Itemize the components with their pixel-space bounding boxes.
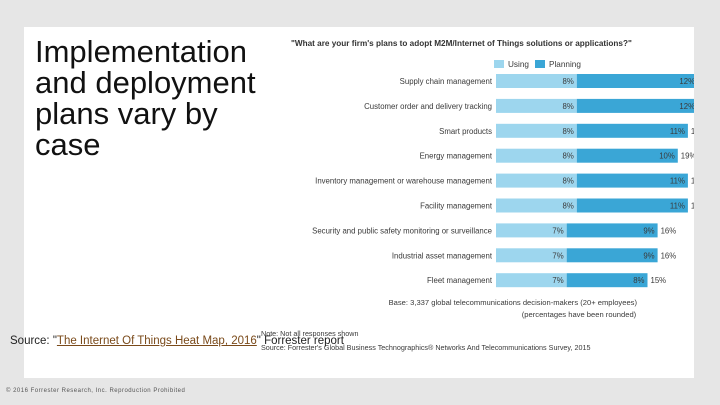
data-label-using: 7% [552, 226, 563, 235]
data-label-planning: 8% [633, 276, 644, 285]
slide: Implementation and deployment plans vary… [24, 27, 694, 378]
data-label-total: 15% [651, 276, 667, 285]
data-label-total: 19% [691, 127, 694, 136]
bar-planning [566, 223, 658, 238]
category-label: Fleet management [427, 276, 493, 285]
data-label-using: 8% [563, 127, 574, 136]
data-label-planning: 11% [670, 127, 685, 136]
category-label: Facility management [420, 202, 493, 211]
legend-planning-swatch [535, 60, 545, 68]
bar-using [496, 74, 577, 88]
bar-planning [576, 173, 688, 188]
bar-planning [576, 98, 694, 113]
base-note-line1: Base: 3,337 global telecommunications de… [389, 298, 638, 307]
legend-planning-label: Planning [549, 60, 581, 69]
bar-planning [576, 123, 688, 138]
data-label-planning: 12% [679, 102, 694, 111]
copyright-notice: © 2016 Forrester Research, Inc. Reproduc… [6, 388, 186, 394]
data-label-using: 8% [563, 102, 574, 111]
bar-using [496, 198, 577, 213]
source-suffix: " Forrester report [256, 335, 344, 347]
bar-using [496, 173, 577, 188]
bar-planning [566, 248, 658, 263]
source-prefix: Source: " [10, 335, 57, 347]
chart-title: "What are your firm's plans to adopt M2M… [291, 39, 632, 48]
source-report-link[interactable]: The Internet Of Things Heat Map, 2016 [56, 335, 257, 347]
data-label-planning: 9% [643, 226, 654, 235]
data-label-total: 19% [691, 202, 694, 211]
slide-title: Implementation and deployment plans vary… [35, 34, 256, 162]
bar-using [496, 273, 567, 288]
data-label-total: 16% [661, 226, 677, 235]
data-label-total: 19% [681, 152, 694, 161]
bar-using [496, 148, 577, 163]
source-citation: Source: "The Internet Of Things Heat Map… [10, 335, 344, 347]
bar-planning [576, 74, 694, 88]
data-label-planning: 12% [679, 77, 694, 86]
bar-planning [576, 148, 678, 163]
legend-using-label: Using [508, 60, 529, 69]
category-label: Energy management [420, 152, 493, 161]
category-label: Smart products [439, 127, 492, 136]
category-label: Supply chain management [400, 77, 493, 86]
category-label: Industrial asset management [392, 251, 493, 260]
bar-using [496, 123, 577, 138]
bar-using [496, 223, 567, 238]
data-label-planning: 11% [670, 202, 685, 211]
data-label-using: 8% [563, 152, 574, 161]
bar-planning [566, 273, 648, 288]
category-label: Customer order and delivery tracking [364, 102, 492, 111]
bar-using [496, 248, 567, 263]
data-label-planning: 9% [643, 251, 654, 260]
data-label-using: 7% [552, 276, 563, 285]
category-label: Inventory management or warehouse manage… [315, 177, 493, 186]
category-label: Security and public safety monitoring or… [312, 226, 492, 235]
data-label-total: 16% [661, 251, 677, 260]
bar-using [496, 98, 577, 113]
data-label-using: 8% [563, 77, 574, 86]
legend-using-swatch [494, 60, 504, 68]
bar-area: Supply chain management8%12%20%Customer … [312, 74, 694, 288]
chart-footnote-note: Note: Not all responses shown [261, 329, 358, 338]
base-note-line2: (percentages have been rounded) [522, 310, 637, 319]
data-label-planning: 11% [670, 177, 685, 186]
chart-footnote-source: Source: Forrester's Global Business Tech… [261, 343, 590, 352]
data-label-planning: 10% [659, 152, 675, 161]
data-label-total: 19% [691, 177, 694, 186]
data-label-using: 8% [563, 202, 574, 211]
survey-chart: "What are your firm's plans to adopt M2M… [261, 39, 694, 352]
data-label-using: 8% [563, 177, 574, 186]
data-label-using: 7% [552, 251, 563, 260]
bar-planning [576, 198, 688, 213]
